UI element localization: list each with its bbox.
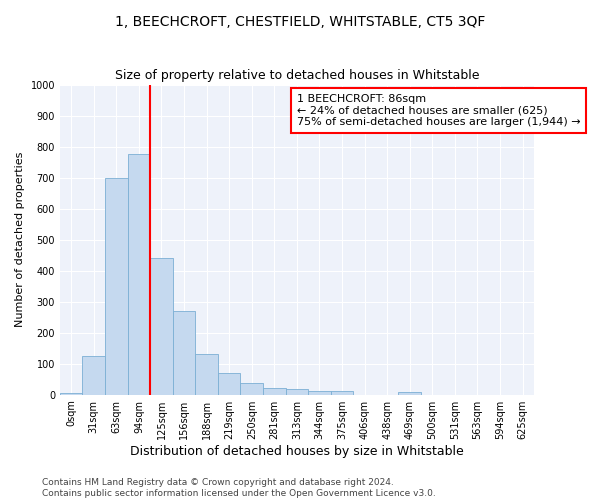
Bar [128,154,150,394]
Bar [105,178,128,394]
Text: 1 BEECHCROFT: 86sqm
← 24% of detached houses are smaller (625)
75% of semi-detac: 1 BEECHCROFT: 86sqm ← 24% of detached ho… [297,94,581,127]
Bar [150,258,173,394]
Title: Size of property relative to detached houses in Whitstable: Size of property relative to detached ho… [115,69,479,82]
Bar [286,388,308,394]
Bar [60,393,82,394]
Bar [308,391,331,394]
Bar [398,392,421,394]
Bar [263,388,286,394]
Bar [241,383,263,394]
Bar [331,391,353,394]
X-axis label: Distribution of detached houses by size in Whitstable: Distribution of detached houses by size … [130,444,464,458]
Bar [82,356,105,395]
Y-axis label: Number of detached properties: Number of detached properties [15,152,25,328]
Bar [218,373,241,394]
Text: Contains HM Land Registry data © Crown copyright and database right 2024.
Contai: Contains HM Land Registry data © Crown c… [42,478,436,498]
Text: 1, BEECHCROFT, CHESTFIELD, WHITSTABLE, CT5 3QF: 1, BEECHCROFT, CHESTFIELD, WHITSTABLE, C… [115,15,485,29]
Bar [196,354,218,395]
Bar [173,311,196,394]
